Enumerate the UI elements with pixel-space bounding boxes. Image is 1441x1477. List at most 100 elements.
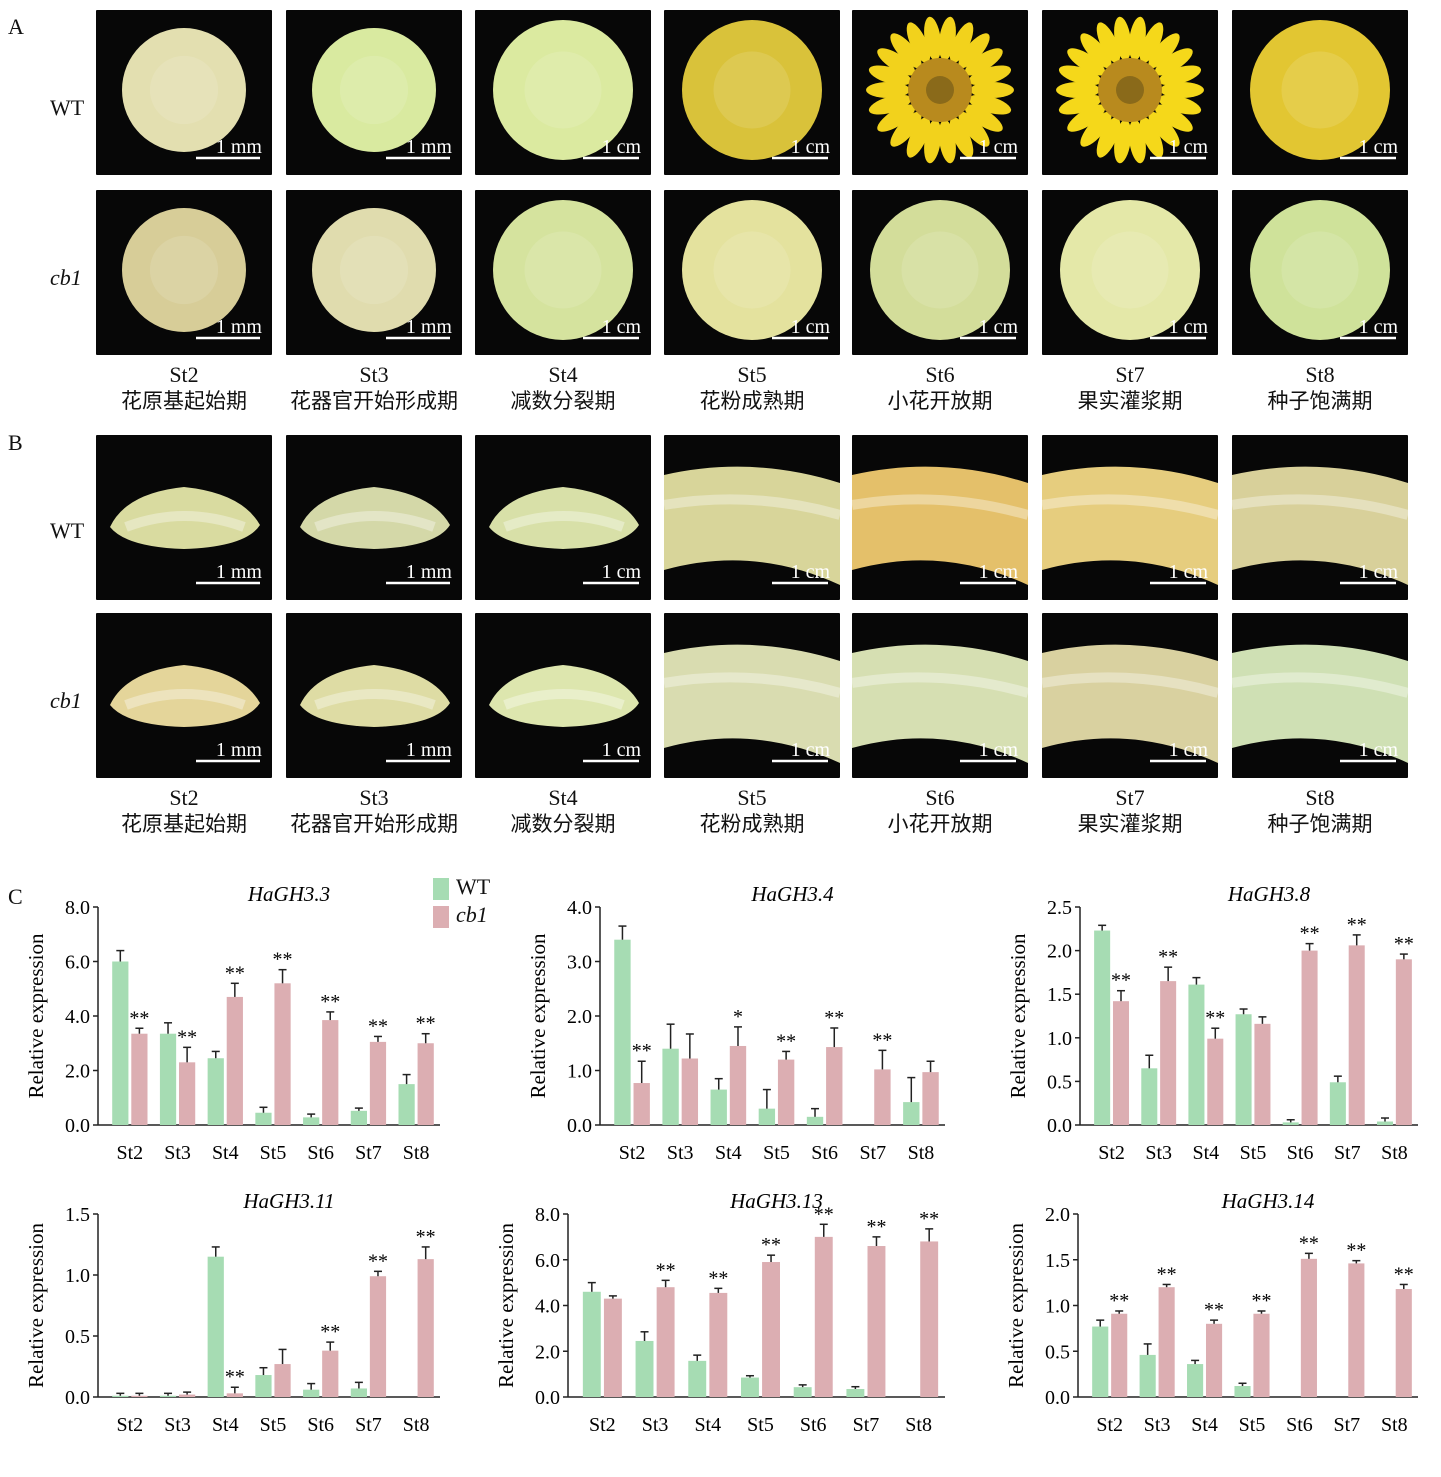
x-tick-label: St6 <box>1286 1414 1313 1436</box>
x-tick-label: St2 <box>589 1414 616 1436</box>
scale-bar-label: 1 cm <box>978 316 1018 338</box>
bar-wt <box>1139 1354 1156 1397</box>
specimen-photo-a-mut-st6: 1 cm <box>852 190 1028 355</box>
stage-label-st5: St5 花粉成熟期 <box>644 785 860 837</box>
x-tick-label: St7 <box>355 1414 382 1436</box>
y-tick-label: 2.5 <box>1047 897 1072 919</box>
bar-wt <box>1092 1326 1109 1397</box>
stage-label-st5: St5 花粉成熟期 <box>644 362 860 414</box>
x-tick-label: St4 <box>694 1414 721 1436</box>
bar-wt <box>710 1089 727 1125</box>
bar-cb1 <box>920 1241 939 1397</box>
bar-wt <box>159 1395 177 1397</box>
significance-mark: ** <box>320 991 340 1013</box>
stage-code: St5 <box>737 362 767 387</box>
stage-name: 花器官开始形成期 <box>290 812 458 836</box>
row-label-cb1-a: cb1 <box>50 265 82 290</box>
bar-wt <box>255 1375 272 1397</box>
stage-label-st7: St7 果实灌浆期 <box>1022 785 1238 837</box>
bar-cb1 <box>131 1033 148 1125</box>
significance-mark: ** <box>1251 1290 1271 1312</box>
stage-code: St8 <box>1305 785 1335 810</box>
scale-bar-label: 1 cm <box>978 739 1018 761</box>
y-tick-label: 1.5 <box>1045 1250 1070 1272</box>
bar-wt <box>159 1033 177 1125</box>
scale-bar-label: 1 cm <box>978 136 1018 158</box>
bar-cb1 <box>656 1287 675 1397</box>
y-tick-label: 0.0 <box>567 1115 592 1137</box>
specimen-photo-b-wt-st5: 1 cm <box>664 435 840 600</box>
significance-mark: ** <box>776 1030 796 1052</box>
stage-label-st7: St7 果实灌浆期 <box>1022 362 1238 414</box>
panel-label-b: B <box>8 430 23 455</box>
bar-wt <box>1141 1068 1158 1125</box>
x-tick-label: St2 <box>1098 1142 1125 1164</box>
legend <box>433 878 449 928</box>
x-tick-label: St5 <box>1239 1414 1266 1436</box>
bar-wt <box>582 1291 601 1397</box>
specimen-photo-a-mut-st4: 1 cm <box>475 190 651 355</box>
y-tick-label: 1.0 <box>65 1265 90 1287</box>
stage-name: 减数分裂期 <box>510 389 616 413</box>
x-tick-label: St5 <box>763 1142 790 1164</box>
x-tick-label: St7 <box>859 1142 886 1164</box>
bar-cb1 <box>369 1276 387 1397</box>
y-tick-label: 0.0 <box>1047 1115 1072 1137</box>
bar-wt <box>398 1084 415 1125</box>
significance-mark: ** <box>225 962 245 984</box>
significance-mark: ** <box>1300 923 1320 945</box>
significance-mark: ** <box>708 1267 728 1289</box>
legend-cb1-swatch <box>433 906 449 928</box>
y-tick-label: 4.0 <box>65 1006 90 1028</box>
y-tick-label: 1.0 <box>567 1061 592 1083</box>
specimen-photo-b-wt-st4: 1 cm <box>475 435 651 600</box>
x-tick-label: St4 <box>715 1142 742 1164</box>
x-tick-label: St6 <box>800 1414 827 1436</box>
y-tick-label: 0.0 <box>65 1387 90 1409</box>
significance-mark: ** <box>1157 1263 1177 1285</box>
stage-name: 花器官开始形成期 <box>290 389 458 413</box>
x-tick-label: St8 <box>905 1414 932 1436</box>
legend-wt-label: WT <box>456 874 491 899</box>
x-tick-label: St8 <box>403 1142 430 1164</box>
specimen-photo-a-mut-st8: 1 cm <box>1232 190 1408 355</box>
scale-bar-label: 1 mm <box>405 739 452 761</box>
x-tick-label: St7 <box>1334 1414 1361 1436</box>
bar-cb1 <box>922 1072 939 1125</box>
specimen-photo-a-wt-st3: 1 mm <box>286 10 462 175</box>
significance-mark: ** <box>177 1026 197 1048</box>
scale-bar-label: 1 cm <box>790 739 830 761</box>
y-tick-label: 0.0 <box>535 1387 560 1409</box>
y-tick-label: 0.5 <box>65 1326 90 1348</box>
stage-label-st8: St8 种子饱满期 <box>1212 785 1428 837</box>
y-tick-label: 1.0 <box>1047 1028 1072 1050</box>
bar-wt <box>846 1388 865 1397</box>
stage-code: St6 <box>925 362 955 387</box>
stage-name: 果实灌浆期 <box>1077 389 1183 413</box>
expression-charts: HaGH3.3 Relative expression 0.0 2.0 4.0 6.0 8.… <box>0 860 1441 1477</box>
x-tick-label: St4 <box>212 1414 239 1436</box>
stage-name: 果实灌浆期 <box>1077 812 1183 836</box>
scale-bar-label: 1 cm <box>1358 316 1398 338</box>
significance-mark: ** <box>919 1208 939 1230</box>
bar-cb1 <box>762 1262 781 1397</box>
bar-wt <box>662 1048 679 1125</box>
significance-mark: ** <box>416 1226 436 1248</box>
scale-bar-label: 1 mm <box>215 561 262 583</box>
specimen-photo-b-mut-st4: 1 cm <box>475 613 651 778</box>
significance-mark: ** <box>1111 970 1131 992</box>
row-label-wt-a: WT <box>50 95 85 120</box>
scale-bar-label: 1 cm <box>601 739 641 761</box>
scale-bar-label: 1 mm <box>405 561 452 583</box>
bar-cb1 <box>1112 1001 1130 1125</box>
stage-code: St2 <box>169 362 199 387</box>
specimen-photo-a-mut-st3: 1 mm <box>286 190 462 355</box>
bar-cb1 <box>274 983 291 1125</box>
x-tick-label: St2 <box>117 1414 144 1436</box>
bar-cb1 <box>131 1395 148 1397</box>
y-axis-label: Relative expression <box>1006 933 1030 1099</box>
scale-bar-label: 1 cm <box>1168 739 1208 761</box>
significance-mark: ** <box>320 1321 340 1343</box>
specimen-photo-b-wt-st7: 1 cm <box>1042 435 1218 600</box>
y-axis-label: Relative expression <box>526 933 550 1099</box>
